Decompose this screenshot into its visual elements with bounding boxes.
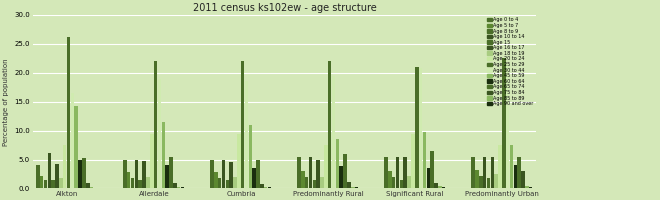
- Bar: [249, 125, 252, 188]
- Bar: [486, 178, 490, 188]
- Bar: [419, 68, 422, 188]
- Bar: [256, 160, 260, 188]
- Bar: [222, 160, 225, 188]
- Bar: [471, 157, 475, 188]
- Bar: [82, 158, 86, 188]
- Bar: [339, 166, 343, 188]
- Bar: [90, 187, 93, 188]
- Bar: [332, 76, 335, 188]
- Bar: [55, 164, 59, 188]
- Bar: [438, 186, 442, 188]
- Bar: [407, 176, 411, 188]
- Bar: [324, 145, 327, 188]
- Bar: [59, 178, 63, 188]
- Bar: [392, 177, 395, 188]
- Bar: [166, 165, 169, 188]
- Bar: [214, 172, 218, 188]
- Bar: [336, 139, 339, 188]
- Bar: [430, 151, 434, 188]
- Bar: [230, 162, 233, 188]
- Bar: [403, 157, 407, 188]
- Bar: [245, 81, 248, 188]
- Bar: [86, 183, 90, 188]
- Bar: [506, 64, 510, 188]
- Bar: [309, 157, 312, 188]
- Bar: [218, 178, 221, 188]
- Bar: [529, 187, 533, 188]
- Bar: [415, 67, 418, 188]
- Bar: [517, 157, 521, 188]
- Bar: [396, 157, 399, 188]
- Bar: [154, 61, 157, 188]
- Bar: [301, 171, 305, 188]
- Bar: [388, 171, 391, 188]
- Legend: Age 0 to 4, Age 5 to 7, Age 8 to 9, Age 10 to 14, Age 15, Age 16 to 17, Age 18 t: Age 0 to 4, Age 5 to 7, Age 8 to 9, Age …: [487, 17, 533, 106]
- Bar: [260, 184, 263, 188]
- Title: 2011 census ks102ew - age structure: 2011 census ks102ew - age structure: [193, 3, 376, 13]
- Bar: [63, 145, 67, 188]
- Bar: [173, 183, 177, 188]
- Bar: [241, 61, 244, 188]
- Bar: [143, 161, 146, 188]
- Bar: [475, 170, 478, 188]
- Bar: [177, 187, 180, 188]
- Bar: [135, 160, 138, 188]
- Bar: [513, 165, 517, 188]
- Bar: [146, 177, 150, 188]
- Bar: [252, 168, 256, 188]
- Bar: [131, 178, 135, 188]
- Bar: [411, 134, 414, 188]
- Bar: [355, 187, 358, 188]
- Bar: [40, 176, 44, 188]
- Bar: [233, 177, 237, 188]
- Bar: [79, 160, 82, 188]
- Y-axis label: Percentage of population: Percentage of population: [3, 58, 9, 146]
- Bar: [422, 132, 426, 188]
- Bar: [226, 180, 229, 188]
- Bar: [75, 106, 78, 188]
- Bar: [442, 187, 446, 188]
- Bar: [169, 157, 173, 188]
- Bar: [343, 154, 347, 188]
- Bar: [51, 180, 55, 188]
- Bar: [384, 157, 388, 188]
- Bar: [181, 187, 184, 188]
- Bar: [347, 182, 350, 188]
- Bar: [305, 177, 308, 188]
- Bar: [123, 160, 127, 188]
- Bar: [494, 174, 498, 188]
- Bar: [313, 180, 316, 188]
- Bar: [351, 187, 354, 188]
- Bar: [426, 168, 430, 188]
- Bar: [71, 93, 74, 188]
- Bar: [320, 177, 324, 188]
- Bar: [521, 171, 525, 188]
- Bar: [44, 180, 48, 188]
- Bar: [210, 160, 214, 188]
- Bar: [48, 153, 51, 188]
- Bar: [400, 180, 403, 188]
- Bar: [127, 172, 131, 188]
- Bar: [67, 37, 71, 188]
- Bar: [525, 186, 529, 188]
- Bar: [328, 61, 331, 188]
- Bar: [490, 157, 494, 188]
- Bar: [162, 122, 165, 188]
- Bar: [498, 145, 502, 188]
- Bar: [150, 134, 154, 188]
- Bar: [237, 134, 241, 188]
- Bar: [479, 176, 482, 188]
- Bar: [158, 79, 161, 188]
- Bar: [483, 157, 486, 188]
- Bar: [502, 58, 506, 188]
- Bar: [268, 187, 271, 188]
- Bar: [434, 183, 438, 188]
- Bar: [139, 180, 142, 188]
- Bar: [297, 157, 301, 188]
- Bar: [264, 187, 267, 188]
- Bar: [316, 160, 320, 188]
- Bar: [510, 145, 513, 188]
- Bar: [36, 165, 40, 188]
